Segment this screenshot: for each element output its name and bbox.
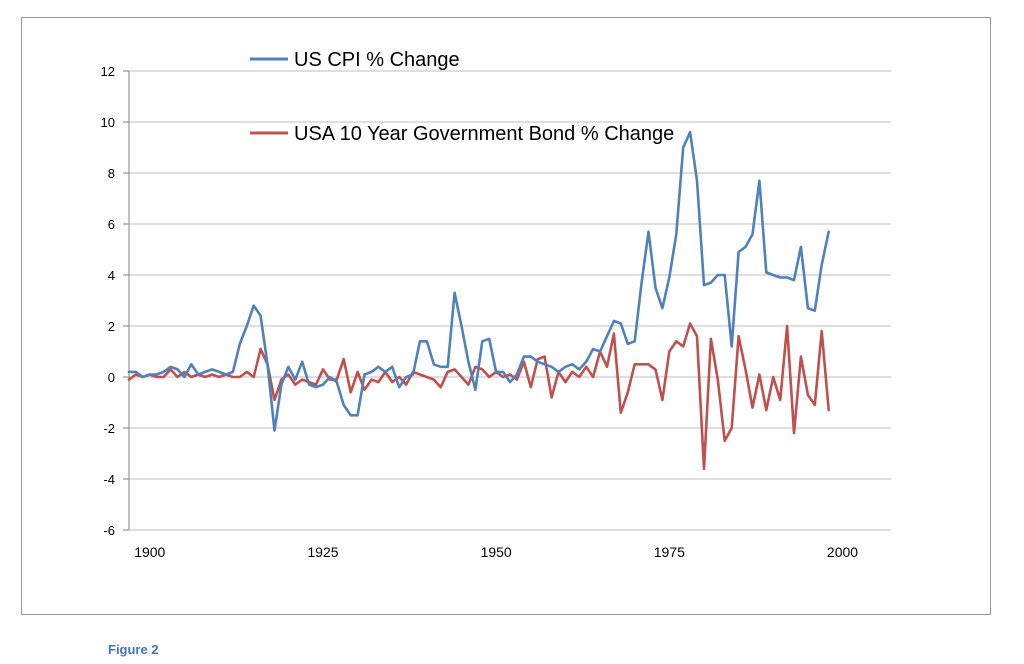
y-tick-label: 6 <box>108 217 115 232</box>
y-tick-label: -4 <box>103 472 115 487</box>
x-tick-label: 1925 <box>307 544 338 560</box>
legend-label: US CPI % Change <box>294 49 460 71</box>
y-tick-label: 12 <box>101 64 115 79</box>
y-tick-label: 2 <box>108 319 115 334</box>
x-tick-label: 1950 <box>481 544 512 560</box>
y-tick-label: 10 <box>101 115 115 130</box>
y-tick-label: 8 <box>108 166 115 181</box>
y-tick-label: 4 <box>108 268 115 283</box>
x-tick-label: 2000 <box>827 544 858 560</box>
y-tick-label: -6 <box>103 523 115 538</box>
series-line-bond <box>127 322 830 471</box>
y-tick-label: -2 <box>103 421 115 436</box>
series-line-cpi <box>127 130 830 432</box>
chart-frame: -6 -4 -2 0 2 4 6 8 10 12 1900 1925 1950 1975 2000 US CP… <box>21 17 991 615</box>
x-tick-label: 1900 <box>134 544 165 560</box>
figure-caption: Figure 2 <box>108 642 159 657</box>
x-tick-label: 1975 <box>654 544 685 560</box>
line-chart: -6 -4 -2 0 2 4 6 8 10 12 1900 1925 1950 1975 2000 US CP… <box>101 49 891 560</box>
legend-label: USA 10 Year Government Bond % Change <box>294 123 674 145</box>
y-tick-label: 0 <box>108 370 115 385</box>
